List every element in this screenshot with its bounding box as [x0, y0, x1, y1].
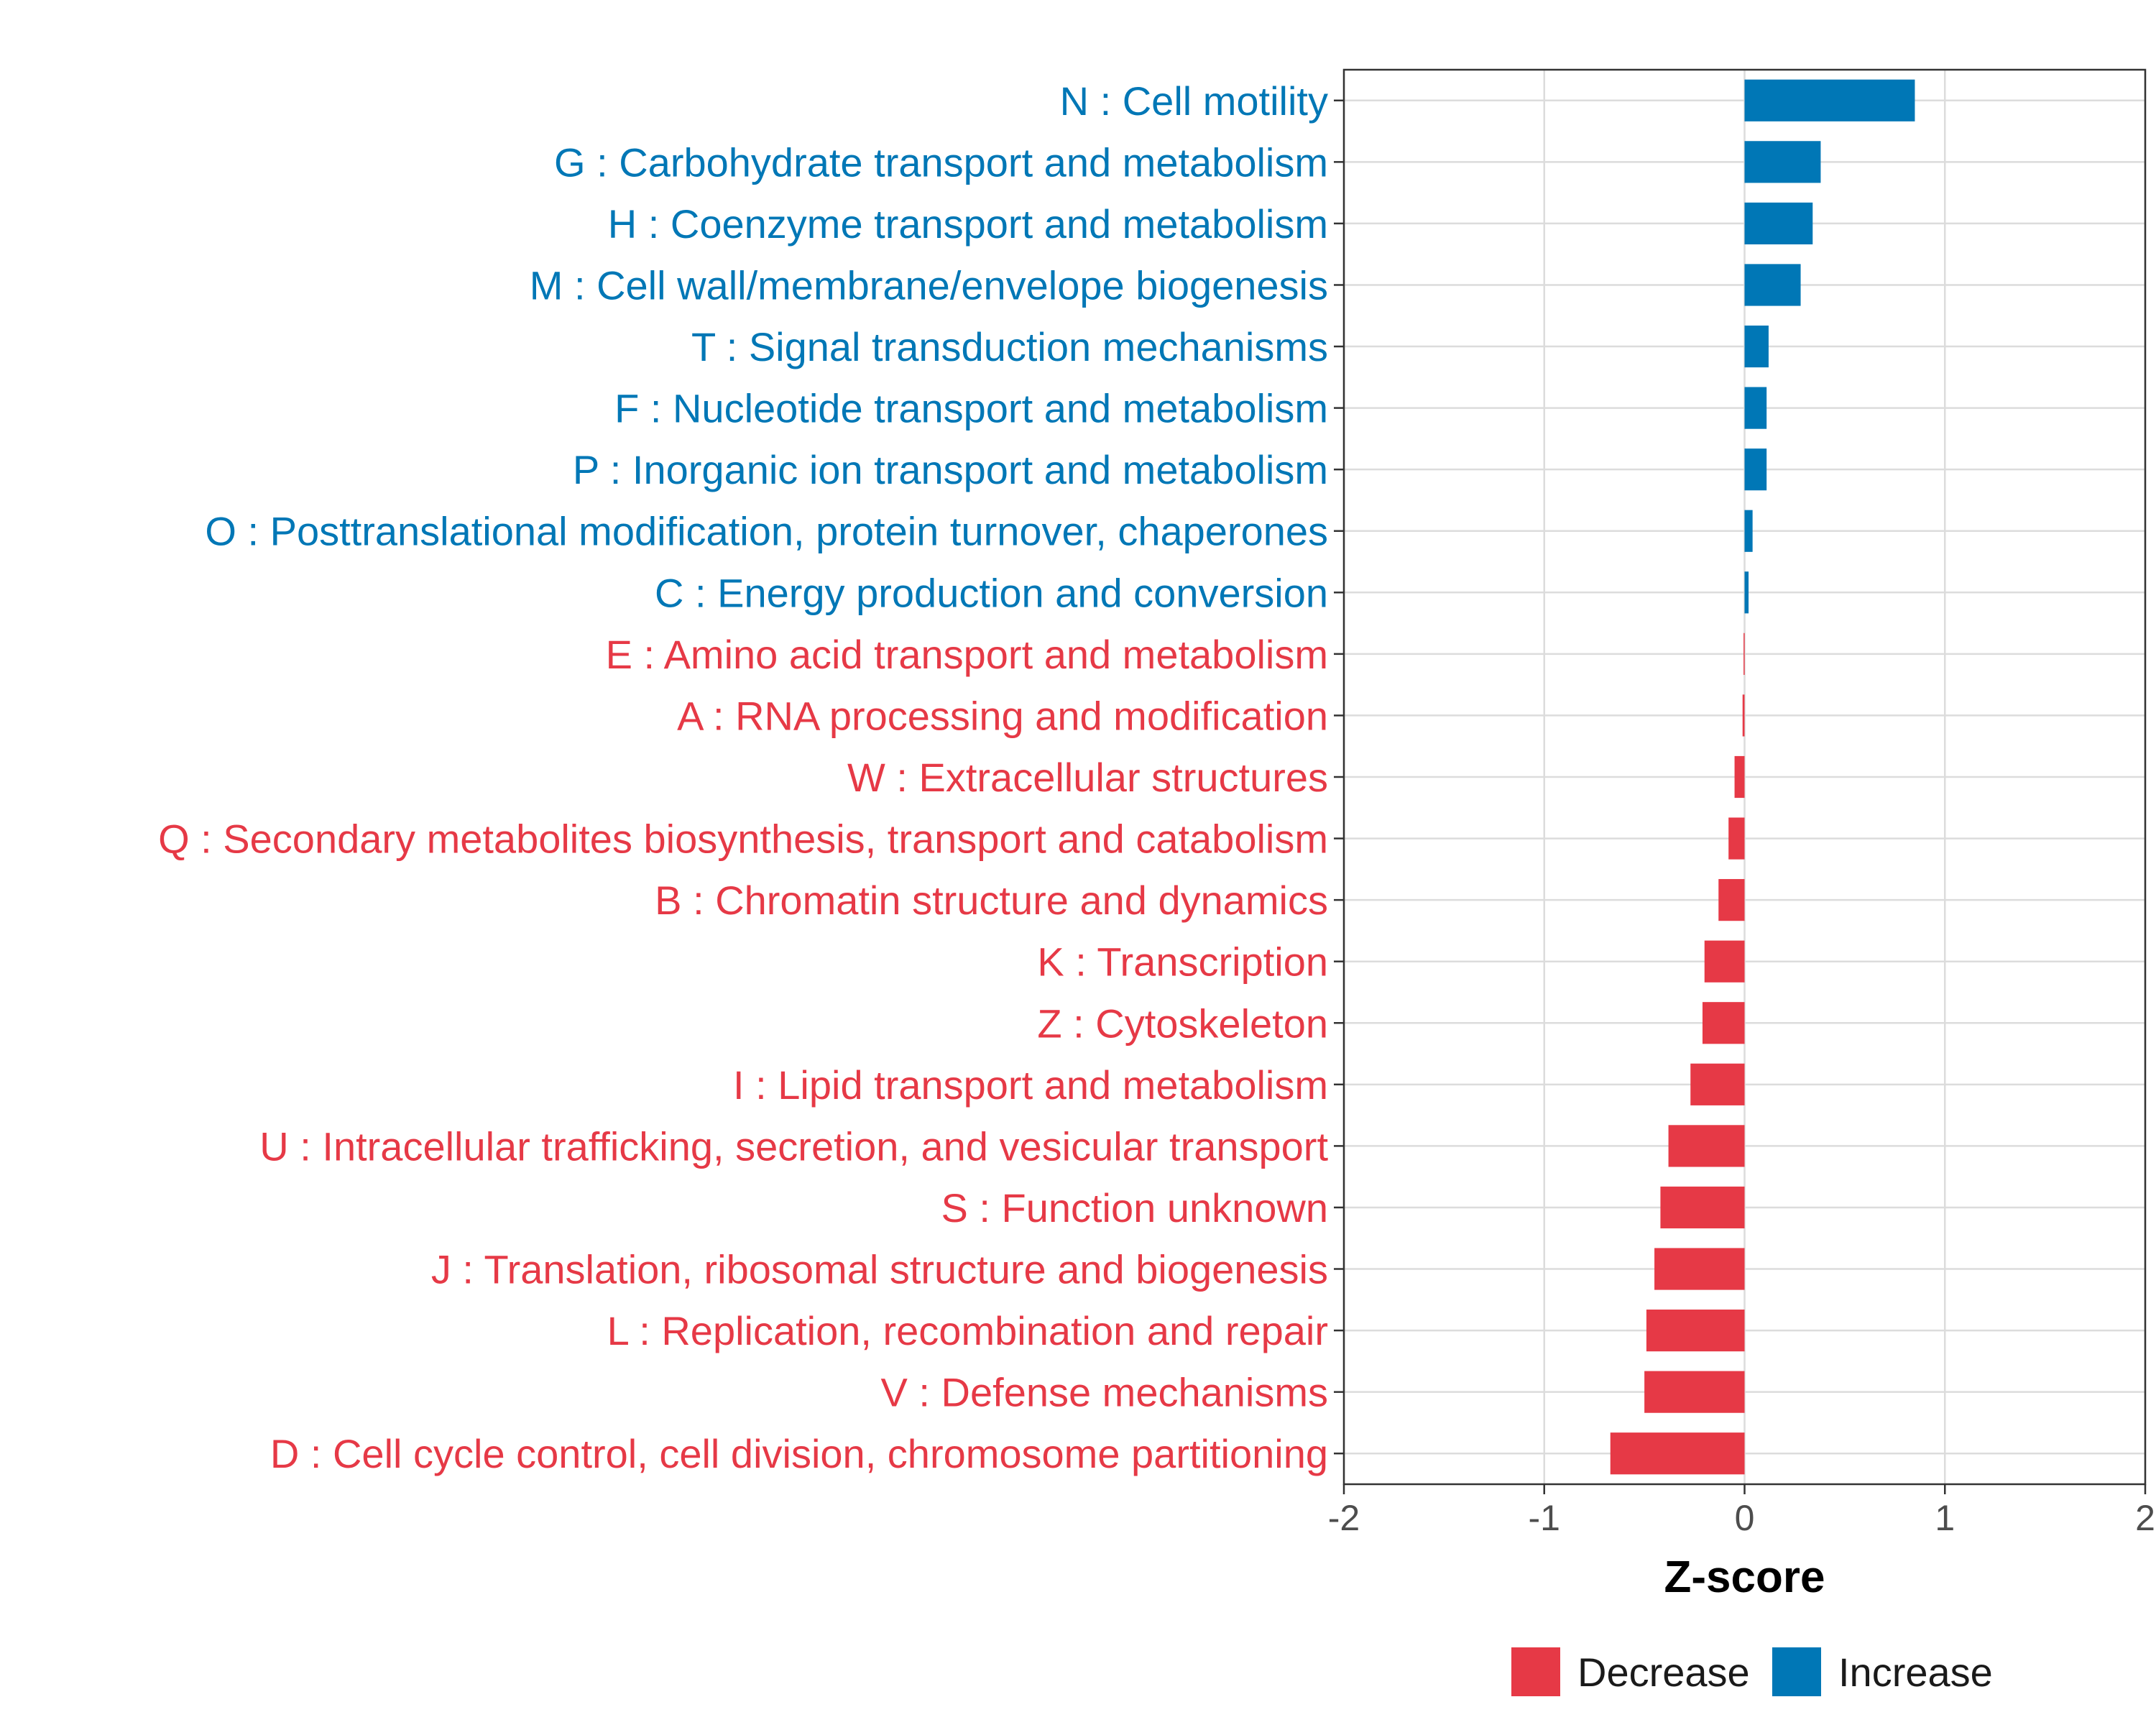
category-label: B : Chromatin structure and dynamics: [655, 878, 1328, 923]
bars: [1610, 79, 1915, 1475]
bar-n: [1744, 79, 1915, 121]
category-label: V : Defense mechanisms: [881, 1370, 1328, 1415]
category-label: H : Coenzyme transport and metabolism: [608, 201, 1328, 247]
category-label: F : Nucleotide transport and metabolism: [614, 386, 1328, 431]
x-tick-label: -2: [1328, 1498, 1360, 1538]
category-label: S : Function unknown: [941, 1185, 1328, 1230]
x-axis-ticks: [1342, 1484, 2147, 1494]
category-label: Z : Cytoskeleton: [1037, 1000, 1328, 1046]
bar-s: [1660, 1186, 1745, 1229]
x-tick-label: 1: [1935, 1498, 1955, 1538]
category-label: K : Transcription: [1037, 939, 1328, 985]
bar-v: [1644, 1371, 1745, 1413]
category-label: T : Signal transduction mechanisms: [691, 324, 1328, 369]
bar-e: [1743, 632, 1745, 675]
bar-m: [1744, 264, 1801, 306]
bar-t: [1744, 325, 1769, 368]
category-label: W : Extracellular structures: [847, 755, 1328, 800]
bar-d: [1610, 1432, 1745, 1475]
bar-z: [1702, 1002, 1745, 1044]
category-label: M : Cell wall/membrane/envelope biogenes…: [530, 262, 1328, 308]
y-axis-ticks: [1334, 99, 1344, 1455]
bar-i: [1690, 1063, 1745, 1105]
category-label: I : Lipid transport and metabolism: [733, 1062, 1328, 1108]
category-label: P : Inorganic ion transport and metaboli…: [573, 447, 1328, 492]
bar-a: [1742, 694, 1745, 737]
category-label: G : Carbohydrate transport and metabolis…: [554, 139, 1328, 185]
bar-f: [1744, 387, 1767, 429]
legend-label-increase: Increase: [1838, 1650, 1993, 1695]
bar-o: [1744, 510, 1753, 552]
bar-c: [1744, 571, 1749, 614]
legend-swatch-decrease: [1511, 1647, 1560, 1696]
category-label: Q : Secondary metabolites biosynthesis, …: [158, 816, 1328, 862]
bar-w: [1734, 755, 1745, 799]
category-label: U : Intracellular trafficking, secretion…: [259, 1123, 1328, 1169]
x-tick-label: -1: [1529, 1498, 1560, 1538]
category-label: A : RNA processing and modification: [677, 693, 1328, 738]
x-axis-title: Z-score: [1664, 1552, 1825, 1602]
category-label: O : Posttranslational modification, prot…: [205, 509, 1328, 554]
category-label: J : Translation, ribosomal structure and…: [431, 1247, 1328, 1292]
x-axis-labels: -2 -1 0 1 2: [1328, 1498, 2155, 1538]
legend: Decrease Increase: [1511, 1647, 1993, 1696]
bar-b: [1718, 879, 1745, 921]
bar-h: [1744, 202, 1813, 245]
bar-p: [1744, 448, 1767, 491]
x-tick-label: 0: [1735, 1498, 1755, 1538]
category-label: D : Cell cycle control, cell division, c…: [270, 1431, 1328, 1476]
bar-u: [1668, 1125, 1745, 1167]
x-tick-label: 2: [2135, 1498, 2155, 1538]
bar-g: [1744, 141, 1821, 183]
category-label: N : Cell motility: [1060, 78, 1328, 124]
bar-l: [1646, 1309, 1745, 1352]
bar-j: [1654, 1248, 1745, 1290]
bar-k: [1704, 940, 1745, 983]
category-label: E : Amino acid transport and metabolism: [606, 632, 1328, 677]
y-axis-labels: N : Cell motility G : Carbohydrate transp…: [158, 78, 1328, 1476]
category-label: C : Energy production and conversion: [655, 570, 1328, 615]
category-label: L : Replication, recombination and repai…: [607, 1308, 1328, 1353]
legend-swatch-increase: [1772, 1647, 1821, 1696]
legend-label-decrease: Decrease: [1577, 1650, 1750, 1695]
bar-q: [1728, 817, 1745, 860]
